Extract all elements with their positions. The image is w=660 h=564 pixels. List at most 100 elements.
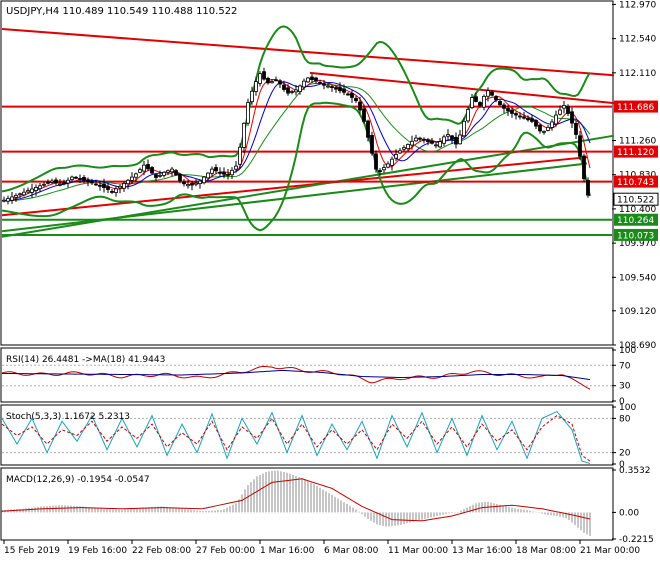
trendline-uptrend-red-lower — [1, 156, 588, 217]
candle-body — [326, 85, 330, 88]
time-tick-label: 22 Feb 08:00 — [132, 546, 191, 556]
time-tick-label: 15 Feb 2019 — [4, 546, 60, 556]
trendline-downtrend-short — [309, 71, 615, 105]
candle-body — [198, 180, 202, 185]
candle-body — [182, 181, 186, 185]
candle-body — [158, 174, 162, 177]
candle-body — [282, 84, 286, 90]
candle-body — [542, 130, 546, 133]
price-label-level-111120: 111.120 — [617, 148, 654, 158]
candle-body — [558, 109, 562, 115]
price-panel: 112.970112.540112.110111.260110.830110.4… — [1, 0, 659, 351]
candle-body — [50, 180, 54, 183]
candle-body — [450, 135, 454, 140]
price-label-bg — [614, 213, 658, 226]
candle-body — [2, 199, 6, 202]
candle-body — [206, 172, 210, 179]
candle-body — [226, 173, 230, 176]
rsi-tick-label: 100 — [619, 346, 636, 356]
candle-body — [354, 97, 358, 102]
candle-body — [234, 165, 238, 170]
candle-body — [318, 81, 322, 84]
candle-body — [222, 172, 226, 175]
candle-body — [78, 178, 82, 180]
candle-body — [374, 153, 378, 170]
candle-body — [358, 101, 362, 111]
candle-body — [266, 77, 270, 84]
candle-body — [14, 194, 18, 198]
time-tick-label: 18 Mar 08:00 — [516, 546, 576, 556]
candle-body — [494, 96, 498, 101]
candle-body — [474, 96, 478, 102]
candle-body — [26, 190, 30, 193]
candle-body — [58, 183, 62, 186]
price-tick-label: 109.120 — [619, 307, 656, 317]
candle-body — [202, 176, 206, 184]
candle-body — [262, 71, 266, 80]
price-tick-label: 109.540 — [619, 273, 656, 283]
price-label-bg — [614, 100, 658, 113]
candle-body — [366, 120, 370, 138]
candle-body — [518, 115, 522, 118]
macd-tick-label: -0.2215 — [619, 535, 654, 545]
candle-body — [146, 164, 150, 170]
candle-body — [178, 173, 182, 181]
time-tick-label: 21 Mar 00:00 — [580, 546, 640, 556]
candle-body — [42, 183, 46, 186]
candle-body — [274, 79, 278, 82]
candle-body — [246, 102, 250, 124]
price-label-level-110264: 110.264 — [617, 216, 654, 226]
candle-body — [394, 154, 398, 159]
candle-body — [150, 167, 154, 174]
candle-body — [174, 170, 178, 176]
price-title: USDJPY,H4 110.489 110.549 110.488 110.52… — [6, 6, 237, 17]
stoch-tick-label: 80 — [619, 414, 631, 424]
candle-body — [250, 90, 254, 103]
candle-body — [162, 171, 166, 176]
candle-body — [270, 81, 274, 84]
current-price-label-bg — [613, 192, 659, 206]
rsi-tick-label: 30 — [619, 382, 631, 392]
candle-body — [170, 168, 174, 173]
candle-body — [514, 113, 518, 116]
candle-body — [286, 87, 290, 94]
macd-signal-line — [1, 478, 591, 522]
candle-body — [38, 185, 42, 190]
candle-body — [118, 185, 122, 189]
candle-body — [138, 169, 142, 173]
candle-body — [114, 188, 118, 193]
candle-body — [342, 88, 346, 93]
macd-panel: 0.3532 0.00 -0.2215 — [1, 466, 654, 545]
candle-body — [562, 105, 566, 109]
candle-body — [438, 141, 442, 148]
candle-body — [314, 77, 318, 82]
candle-body — [430, 140, 434, 144]
candle-body — [582, 155, 586, 180]
candle-body — [290, 91, 294, 93]
rsi-tick-label: 70 — [619, 361, 631, 371]
stoch-series-1 — [1, 414, 591, 462]
candle-body — [154, 174, 158, 178]
price-tick-label: 109.970 — [619, 239, 656, 249]
time-tick-label: 19 Feb 16:00 — [68, 546, 127, 556]
candle-body — [18, 193, 22, 196]
macd-title: MACD(12,26,9) -0.1954 -0.0547 — [6, 475, 150, 485]
candle-body — [446, 134, 450, 137]
stoch-series-0 — [1, 410, 591, 464]
candle-body — [22, 191, 26, 196]
candle-body — [370, 135, 374, 154]
candle-body — [6, 198, 10, 202]
candle-body — [386, 163, 390, 168]
candle-body — [530, 118, 534, 122]
candle-body — [166, 170, 170, 173]
candle-body — [554, 114, 558, 125]
candle-body — [310, 76, 314, 80]
candle-body — [306, 77, 310, 83]
candle-body — [70, 176, 74, 181]
candle-body — [422, 138, 426, 141]
price-label-bg — [614, 145, 658, 158]
candle-body — [62, 182, 66, 185]
